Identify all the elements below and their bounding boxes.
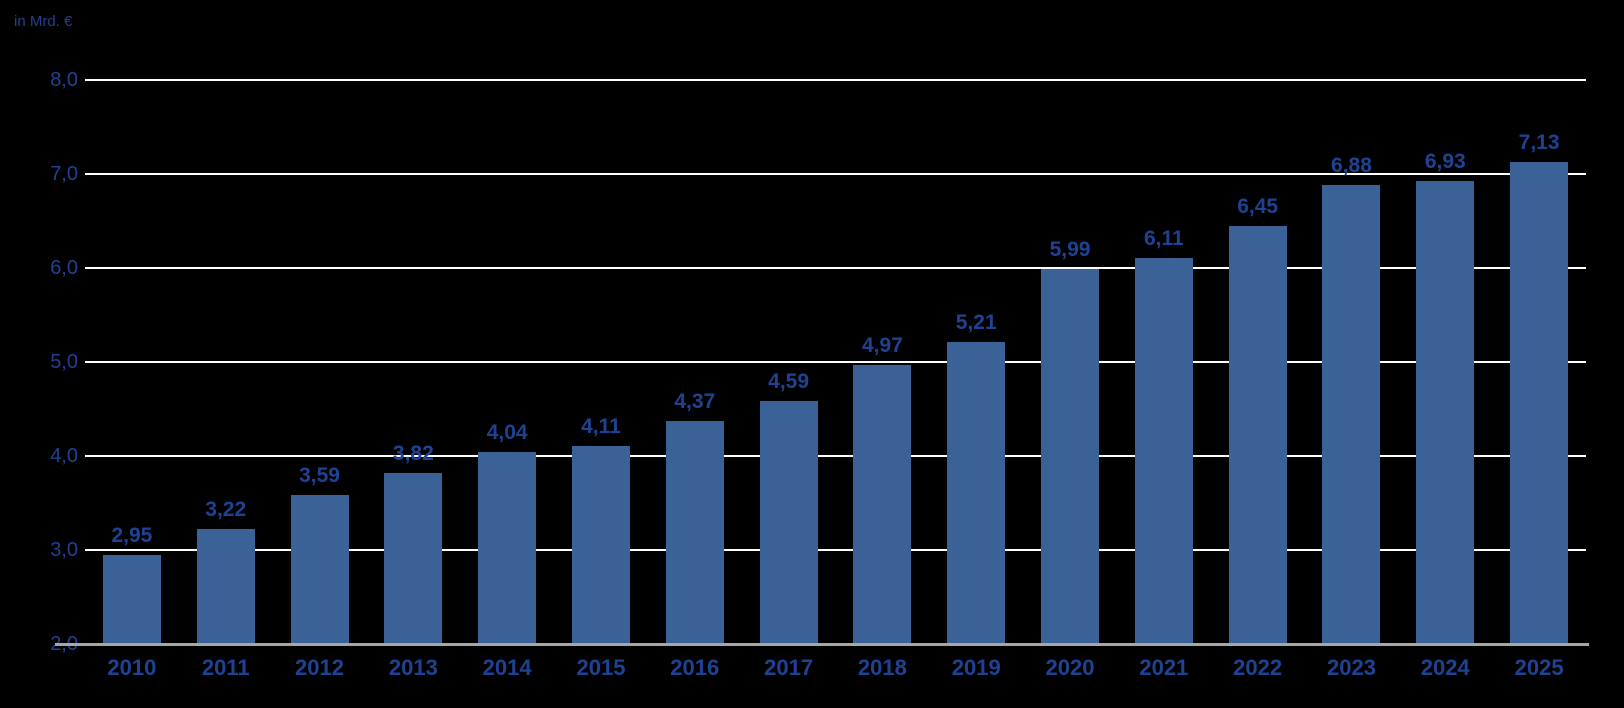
value-label-2022: 6,45: [1237, 194, 1279, 218]
bar-2019: [947, 342, 1006, 643]
x-tick-2017: 2017: [764, 655, 814, 680]
x-tick-2016: 2016: [670, 655, 720, 680]
x-tick-2018: 2018: [857, 655, 907, 680]
value-label-2010: 2,95: [111, 523, 153, 547]
gridline-7,0: [85, 173, 1586, 175]
value-label-2025: 7,13: [1518, 130, 1560, 154]
value-label-2012: 3,59: [299, 463, 340, 487]
gridline-5,0: [85, 361, 1586, 363]
bar-2012: [290, 494, 349, 643]
value-label-2020: 5,99: [1049, 237, 1091, 261]
x-tick-2023: 2023: [1326, 655, 1376, 680]
x-tick-2020: 2020: [1045, 655, 1095, 680]
value-label-2023: 6,88: [1331, 154, 1372, 178]
gridline-3,0: [85, 549, 1586, 551]
y-tick-8,0: 8,0: [50, 69, 78, 91]
value-label-2016: 4,37: [674, 390, 716, 414]
bar-2015: [571, 445, 630, 643]
y-tick-3,0: 3,0: [50, 539, 78, 561]
gridline-8,0: [85, 79, 1586, 81]
x-tick-2013: 2013: [388, 655, 438, 680]
x-axis-line: [55, 643, 1589, 646]
value-label-2011: 3,22: [205, 498, 247, 522]
bar-2017: [759, 400, 818, 643]
bar-2016: [665, 421, 724, 643]
x-tick-2021: 2021: [1139, 655, 1189, 680]
x-tick-2019: 2019: [951, 655, 1001, 680]
bar-2023: [1322, 185, 1381, 643]
value-label-2017: 4,59: [768, 369, 810, 393]
value-label-2024: 6,93: [1424, 149, 1466, 173]
value-label-2019: 5,21: [955, 311, 997, 335]
x-tick-2022: 2022: [1233, 655, 1283, 680]
x-tick-2024: 2024: [1420, 655, 1470, 680]
value-label-2013: 3,82: [392, 441, 434, 465]
gridline-4,0: [85, 455, 1586, 457]
bar-2011: [196, 529, 255, 643]
x-tick-2025: 2025: [1514, 655, 1564, 680]
y-tick-4,0: 4,0: [50, 445, 78, 467]
value-label-2021: 6,11: [1143, 226, 1184, 250]
bar-2013: [384, 472, 443, 643]
y-tick-7,0: 7,0: [50, 163, 78, 185]
x-tick-2014: 2014: [482, 655, 532, 680]
bar-2020: [1041, 268, 1100, 643]
bar-2022: [1228, 225, 1287, 643]
value-label-2015: 4,11: [581, 414, 621, 438]
gridline-6,0: [85, 267, 1586, 269]
y-axis-unit-label: in Mrd. €: [14, 13, 73, 30]
y-tick-5,0: 5,0: [50, 351, 78, 373]
value-label-2018: 4,97: [861, 333, 903, 357]
x-tick-2010: 2010: [107, 655, 157, 680]
bar-2010: [102, 554, 161, 643]
bar-2024: [1416, 180, 1475, 643]
x-tick-2011: 2011: [201, 655, 250, 680]
y-tick-6,0: 6,0: [50, 257, 78, 279]
value-label-2014: 4,04: [486, 421, 528, 445]
bar-2018: [853, 364, 912, 643]
bar-2025: [1510, 161, 1569, 643]
x-tick-2012: 2012: [295, 655, 344, 680]
bar-2014: [478, 452, 537, 643]
x-tick-2015: 2015: [576, 655, 626, 680]
bar-2021: [1134, 257, 1193, 643]
